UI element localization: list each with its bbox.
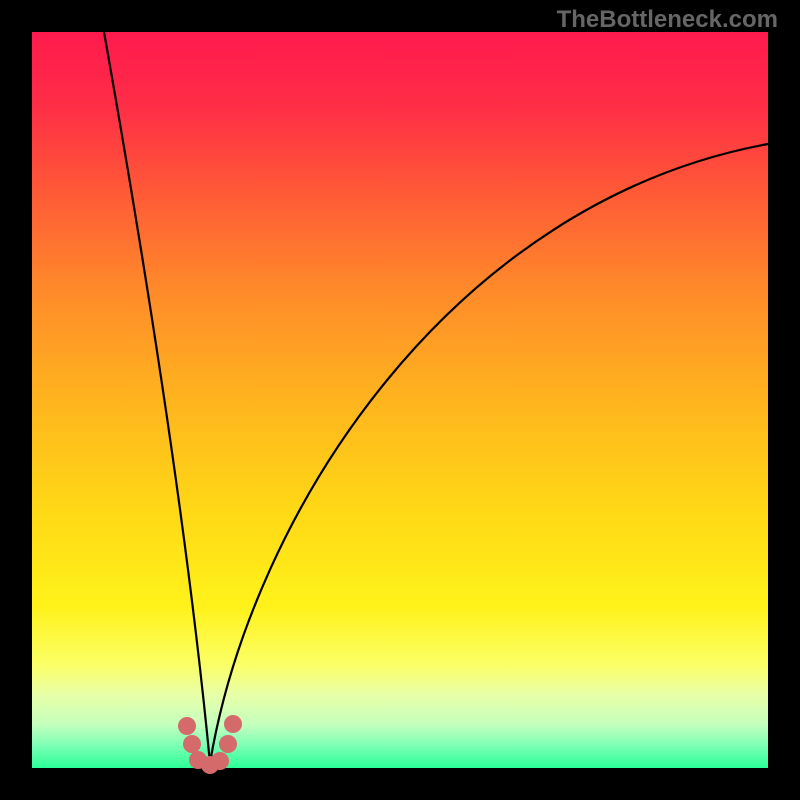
plot-area xyxy=(32,32,768,768)
valley-marker-dot xyxy=(211,752,229,770)
valley-marker-dot xyxy=(178,717,196,735)
chart-root: TheBottleneck.com xyxy=(0,0,800,800)
valley-marker-dot xyxy=(224,715,242,733)
curve-right-arm xyxy=(210,144,768,763)
watermark-text: TheBottleneck.com xyxy=(557,6,778,34)
curve-left-arm xyxy=(104,32,210,763)
bottleneck-curve xyxy=(32,32,768,768)
valley-markers xyxy=(178,715,242,774)
valley-marker-dot xyxy=(183,735,201,753)
valley-marker-dot xyxy=(219,735,237,753)
